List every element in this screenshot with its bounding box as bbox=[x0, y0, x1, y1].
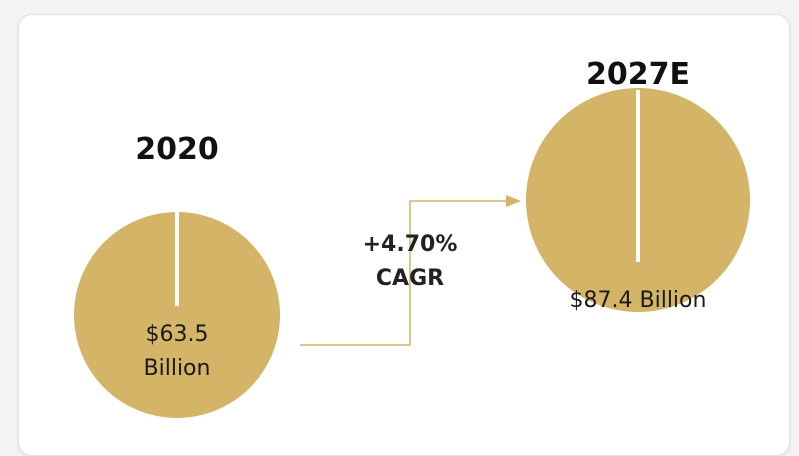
value-label: $63.5 Billion bbox=[143, 322, 211, 381]
year-label: 2027E bbox=[586, 57, 690, 92]
value-label: $87.4 Billion bbox=[569, 288, 707, 313]
growth-label: CAGR bbox=[375, 266, 445, 291]
circle-2020 bbox=[74, 212, 280, 418]
graphic bbox=[74, 88, 750, 418]
connector bbox=[300, 200, 506, 346]
growth-rate: +4.70% bbox=[362, 232, 458, 257]
page: {"items": [{"year": "2020", "value": "$6… bbox=[18, 14, 790, 456]
year-label: 2020 bbox=[135, 132, 219, 167]
arrow-head bbox=[506, 195, 521, 207]
